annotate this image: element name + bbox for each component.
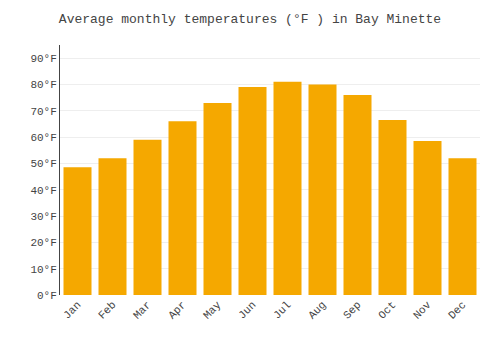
svg-text:Average monthly temperatures (: Average monthly temperatures (°F ) in Ba… [59,12,441,27]
svg-text:60°F: 60°F [30,132,56,144]
svg-text:Jun: Jun [236,299,258,321]
svg-text:20°F: 20°F [30,237,56,249]
svg-text:Nov: Nov [411,299,434,322]
svg-text:Apr: Apr [166,299,188,321]
svg-text:30°F: 30°F [30,211,56,223]
svg-text:50°F: 50°F [30,158,56,170]
svg-text:0°F: 0°F [37,290,57,302]
svg-text:Jul: Jul [271,299,293,321]
svg-text:70°F: 70°F [30,106,56,118]
svg-text:Dec: Dec [446,299,468,321]
svg-text:90°F: 90°F [30,53,56,65]
svg-text:80°F: 80°F [30,79,56,91]
svg-text:Sep: Sep [341,299,363,321]
svg-text:10°F: 10°F [30,264,56,276]
svg-text:40°F: 40°F [30,185,56,197]
svg-text:Aug: Aug [306,299,328,321]
svg-text:Feb: Feb [96,299,118,321]
svg-text:May: May [201,299,224,322]
svg-text:Mar: Mar [131,299,153,321]
svg-text:Oct: Oct [376,299,398,321]
svg-text:Jan: Jan [61,299,83,321]
